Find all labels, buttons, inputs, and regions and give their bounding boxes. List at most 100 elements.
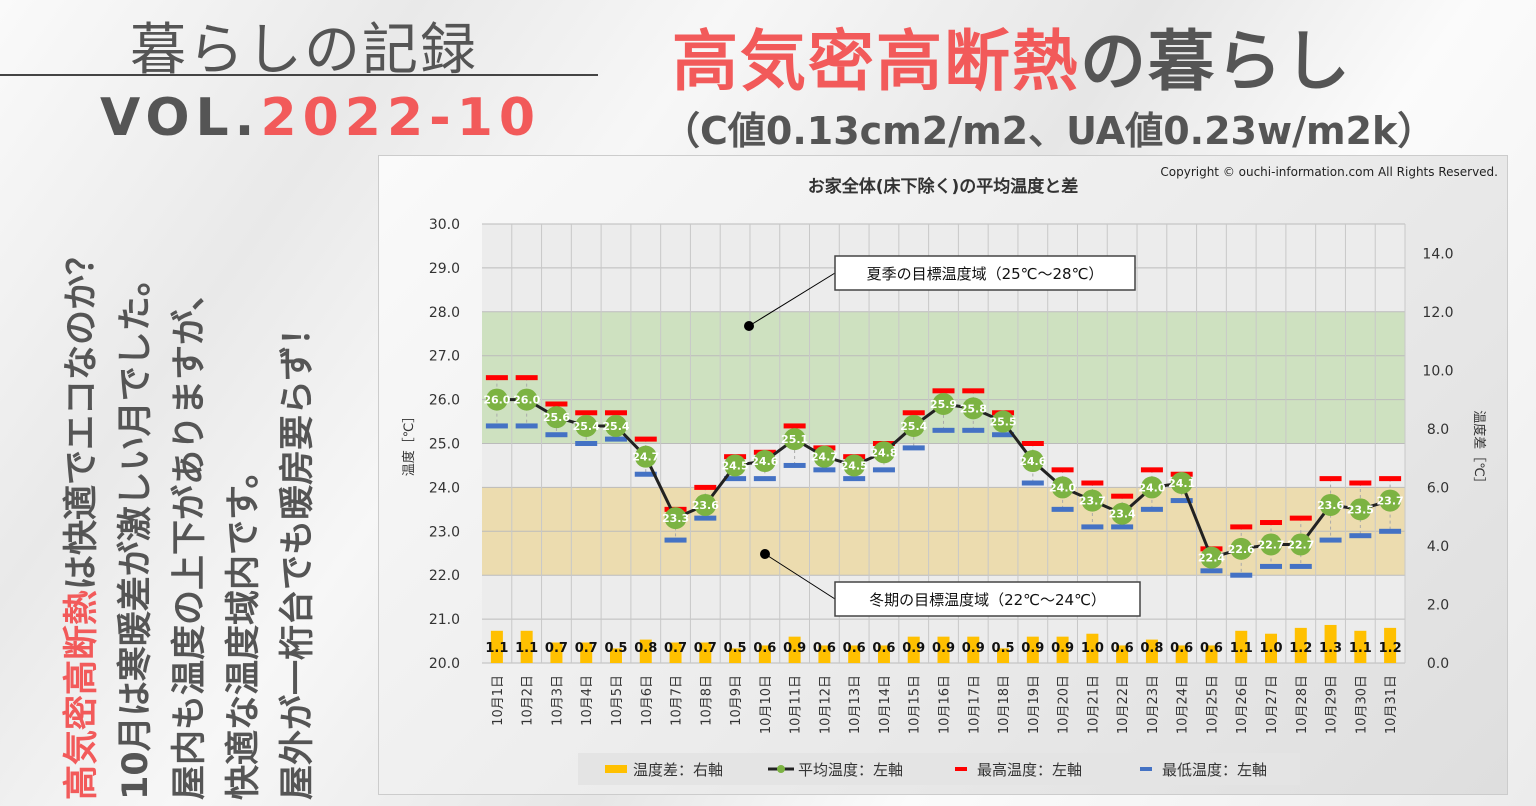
y-axis-label: 温度［℃］ <box>401 410 417 477</box>
vol-prefix: VOL. <box>100 88 261 148</box>
max-marker <box>1260 520 1283 526</box>
diff-data-label: 1.1 <box>1349 641 1372 656</box>
diff-data-label: 0.9 <box>1051 641 1074 656</box>
avg-data-label: 24.0 <box>1049 481 1076 494</box>
max-marker <box>1289 515 1312 521</box>
diff-data-label: 0.5 <box>724 641 747 656</box>
annotation-dot <box>744 321 754 331</box>
avg-data-label: 25.1 <box>781 433 808 446</box>
diff-data-label: 1.3 <box>1319 641 1342 656</box>
diff-data-label: 0.7 <box>694 641 717 656</box>
diff-bar <box>580 642 593 663</box>
diff-data-label: 0.9 <box>783 641 806 656</box>
diff-bar <box>699 642 712 663</box>
min-marker <box>575 441 598 446</box>
max-marker <box>515 375 538 381</box>
diff-bar <box>818 645 831 663</box>
annotation-leader <box>764 553 836 600</box>
x-tick-label: 10月17日 <box>967 675 982 734</box>
avg-point <box>1051 476 1074 499</box>
diff-bar <box>1145 639 1158 663</box>
x-tick-label: 10月5日 <box>610 675 625 726</box>
x-tick-label: 10月3日 <box>550 675 565 726</box>
y-tick-label: 30.0 <box>429 217 460 233</box>
max-marker <box>694 484 717 490</box>
max-marker <box>783 423 806 429</box>
avg-data-label: 25.6 <box>543 411 570 424</box>
diff-bar <box>997 648 1010 663</box>
avg-data-label: 23.5 <box>1347 503 1374 516</box>
x-tick-label: 10月27日 <box>1265 675 1280 734</box>
diff-bar <box>1384 627 1397 663</box>
x-tick-label: 10月16日 <box>938 675 953 734</box>
avg-data-label: 26.0 <box>483 394 510 407</box>
diff-bar <box>1086 633 1099 663</box>
diff-data-label: 1.1 <box>1230 641 1253 656</box>
diff-bar <box>550 642 563 663</box>
diff-data-label: 0.6 <box>753 641 776 656</box>
y2-tick-label: 2.0 <box>1427 597 1449 613</box>
avg-point <box>1111 502 1134 525</box>
x-tick-label: 10月9日 <box>729 675 744 726</box>
max-marker <box>545 401 568 407</box>
y-tick-label: 22.0 <box>429 568 460 584</box>
avg-point <box>1349 498 1372 521</box>
max-marker <box>1230 524 1253 530</box>
x-tick-label: 10月18日 <box>997 675 1012 734</box>
avg-data-label: 24.1 <box>1168 477 1195 490</box>
y-tick-label: 26.0 <box>429 393 460 409</box>
x-tick-label: 10月23日 <box>1146 675 1161 734</box>
max-marker <box>604 410 627 416</box>
diff-bar <box>758 645 771 663</box>
avg-data-label: 23.7 <box>1377 495 1404 508</box>
min-marker <box>1111 524 1134 530</box>
avg-point <box>1200 546 1223 569</box>
x-tick-label: 10月6日 <box>640 675 655 726</box>
diff-bar <box>1235 630 1248 663</box>
diff-bar <box>1116 645 1129 663</box>
diff-data-label: 1.0 <box>1081 641 1104 656</box>
diff-bar <box>1205 645 1218 663</box>
diff-bar <box>907 636 920 663</box>
min-marker <box>545 432 568 438</box>
y-tick-label: 28.0 <box>429 305 460 321</box>
max-marker <box>1081 480 1104 486</box>
x-tick-label: 10月19日 <box>1027 675 1042 734</box>
avg-point <box>962 397 985 420</box>
min-marker <box>1170 498 1193 504</box>
x-tick-label: 10月26日 <box>1235 675 1250 734</box>
avg-point <box>694 493 717 516</box>
avg-point <box>1319 493 1342 516</box>
diff-bar <box>1175 645 1188 663</box>
avg-point <box>664 507 687 530</box>
x-tick-label: 10月20日 <box>1057 675 1072 734</box>
diff-data-label: 1.2 <box>1289 641 1312 656</box>
x-tick-label: 10月13日 <box>848 675 863 734</box>
max-marker <box>1051 467 1074 473</box>
title-red: 高気密高断熱 <box>672 23 1080 100</box>
min-marker <box>1260 563 1283 569</box>
min-marker <box>604 436 627 442</box>
avg-point <box>992 410 1015 433</box>
diff-data-label: 0.8 <box>634 641 657 656</box>
diff-data-label: 0.7 <box>575 641 598 656</box>
diff-data-label: 0.8 <box>1140 641 1163 656</box>
diff-bar <box>669 642 682 663</box>
x-tick-label: 10月21日 <box>1086 675 1101 734</box>
legend-swatch-diff <box>605 765 627 773</box>
min-marker <box>962 427 985 433</box>
x-tick-label: 10月7日 <box>670 675 685 726</box>
x-tick-label: 10月30日 <box>1354 675 1369 734</box>
y-tick-label: 21.0 <box>429 612 460 628</box>
x-tick-label: 10月10日 <box>759 675 774 734</box>
min-marker <box>1230 572 1253 578</box>
min-marker <box>1021 480 1044 486</box>
annotation-leader <box>748 272 836 327</box>
x-tick-label: 10月15日 <box>908 675 923 734</box>
diff-data-label: 0.9 <box>962 641 985 656</box>
diff-bar <box>848 645 861 663</box>
max-marker <box>575 410 598 416</box>
x-tick-label: 10月14日 <box>878 675 893 734</box>
avg-data-label: 24.0 <box>1138 481 1165 494</box>
diff-data-label: 1.2 <box>1379 641 1402 656</box>
